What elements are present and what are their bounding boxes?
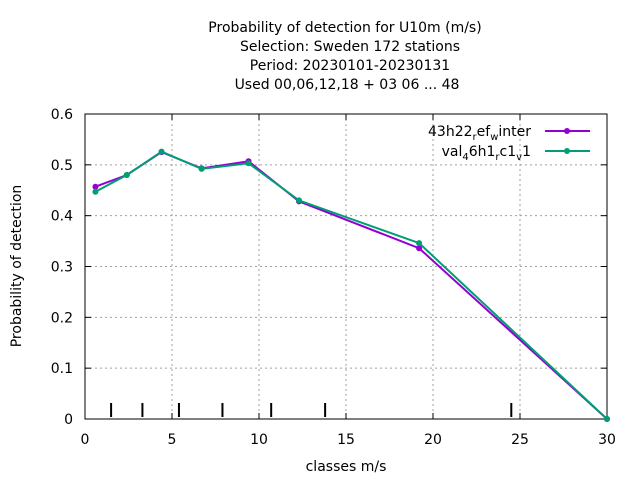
- series-line: [94, 150, 608, 420]
- data-point: [198, 165, 205, 172]
- chart-title: Probability of detection for U10m (m/s) …: [208, 20, 481, 93]
- data-point: [92, 183, 99, 190]
- y-tick-label: 0.3: [51, 260, 73, 276]
- data-point: [123, 172, 130, 178]
- legend-label: 43h22refwinter: [428, 124, 531, 143]
- x-tick-label: 30: [598, 432, 616, 448]
- y-tick-label: 0.6: [51, 107, 73, 123]
- legend-entry-2: val46h1rc1v1: [442, 144, 590, 163]
- data-point: [416, 245, 423, 252]
- class-boundary-marks: [110, 403, 513, 417]
- data-point: [416, 240, 423, 247]
- x-tick-label: 10: [250, 432, 268, 448]
- title-line-3: Period: 20230101-20230131: [250, 58, 450, 74]
- title-line-4: Used 00,06,12,18 + 03 06 ... 48: [235, 77, 460, 93]
- series-2: [92, 148, 610, 422]
- data-point: [158, 148, 165, 155]
- legend-entry-1: 43h22refwinter: [428, 124, 590, 143]
- x-tick-label: 20: [424, 432, 442, 448]
- series-lines: [92, 148, 610, 422]
- legend-swatch-point: [564, 128, 570, 134]
- x-tick-label: 25: [511, 432, 529, 448]
- x-tick-label: 0: [81, 432, 90, 448]
- series-1: [92, 149, 610, 422]
- title-line-1: Probability of detection for U10m (m/s): [208, 20, 481, 36]
- x-tick-label: 15: [337, 432, 355, 448]
- y-tick-label: 0.2: [51, 310, 73, 326]
- x-tick-label: 5: [168, 432, 177, 448]
- x-axis-label: classes m/s: [306, 459, 387, 475]
- data-point: [296, 197, 303, 204]
- y-tick-label: 0: [64, 412, 73, 428]
- legend-swatch-point: [564, 148, 570, 154]
- y-tick-label: 0.1: [51, 361, 73, 377]
- data-point: [604, 416, 610, 422]
- data-point: [245, 160, 252, 167]
- title-line-2: Selection: Sweden 172 stations: [240, 39, 460, 55]
- data-point: [92, 188, 99, 195]
- y-tick-label: 0.5: [51, 158, 73, 174]
- grid: [85, 114, 607, 419]
- y-axis-label: Probability of detection: [9, 185, 25, 348]
- legend-label: val46h1rc1v1: [442, 144, 531, 163]
- axis-ticks: 0 0.1 0.2 0.3 0.4 0.5 0.6 0 5 10 15 20 25 30: [51, 107, 616, 448]
- y-tick-label: 0.4: [51, 209, 73, 225]
